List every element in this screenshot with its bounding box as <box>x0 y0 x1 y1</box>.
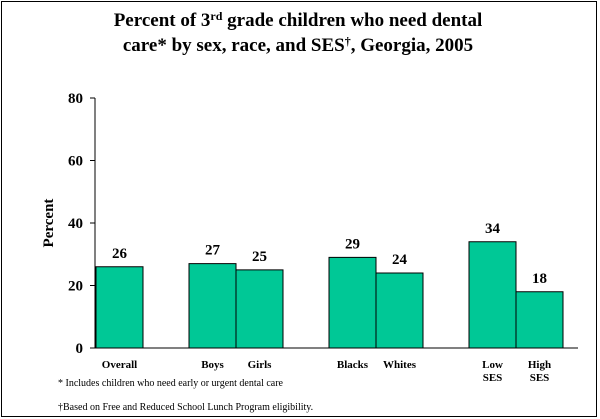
y-tick-label: 40 <box>68 216 83 232</box>
y-tick-label: 60 <box>68 154 83 170</box>
data-label: 26 <box>112 246 128 262</box>
y-tick-label: 80 <box>68 91 83 107</box>
x-tick-label: Boys <box>201 359 224 371</box>
x-tick-label: Overall <box>102 359 137 371</box>
footnote-dental-care: * Includes children who need early or ur… <box>58 378 283 389</box>
footnote-ses: †Based on Free and Reduced School Lunch … <box>58 402 314 413</box>
chart-title: Percent of 3rd grade children who need d… <box>0 8 596 58</box>
bar-high-ses <box>515 291 564 349</box>
x-tick-label: Low <box>482 359 503 371</box>
x-tick-label: High <box>528 359 551 371</box>
x-tick-label: SES <box>483 372 503 384</box>
chart-title-line-1: Percent of 3rd grade children who need d… <box>113 9 483 31</box>
bar-blacks <box>328 256 377 349</box>
data-label: 27 <box>205 243 221 259</box>
y-tick-label: 20 <box>68 279 83 295</box>
y-tick-label: 0 <box>76 341 84 357</box>
bar-whites <box>375 272 424 349</box>
x-tick-label: Blacks <box>337 359 369 371</box>
data-label: 25 <box>252 249 267 265</box>
chart-title-line-2: care* by sex, race, and SES†, Georgia, 2… <box>122 34 474 56</box>
x-tick-label: Whites <box>383 359 417 371</box>
y-axis-title: Percent <box>41 199 57 248</box>
x-tick-label: Girls <box>248 359 273 371</box>
bar-boys <box>188 263 237 349</box>
bar-overall <box>95 266 144 349</box>
data-label: 24 <box>392 252 408 268</box>
x-tick-label: SES <box>530 372 550 384</box>
bar-low-ses <box>468 241 517 349</box>
data-label: 29 <box>345 236 360 252</box>
data-label: 34 <box>485 221 501 237</box>
data-label: 18 <box>532 271 547 287</box>
bar-girls <box>235 269 284 349</box>
